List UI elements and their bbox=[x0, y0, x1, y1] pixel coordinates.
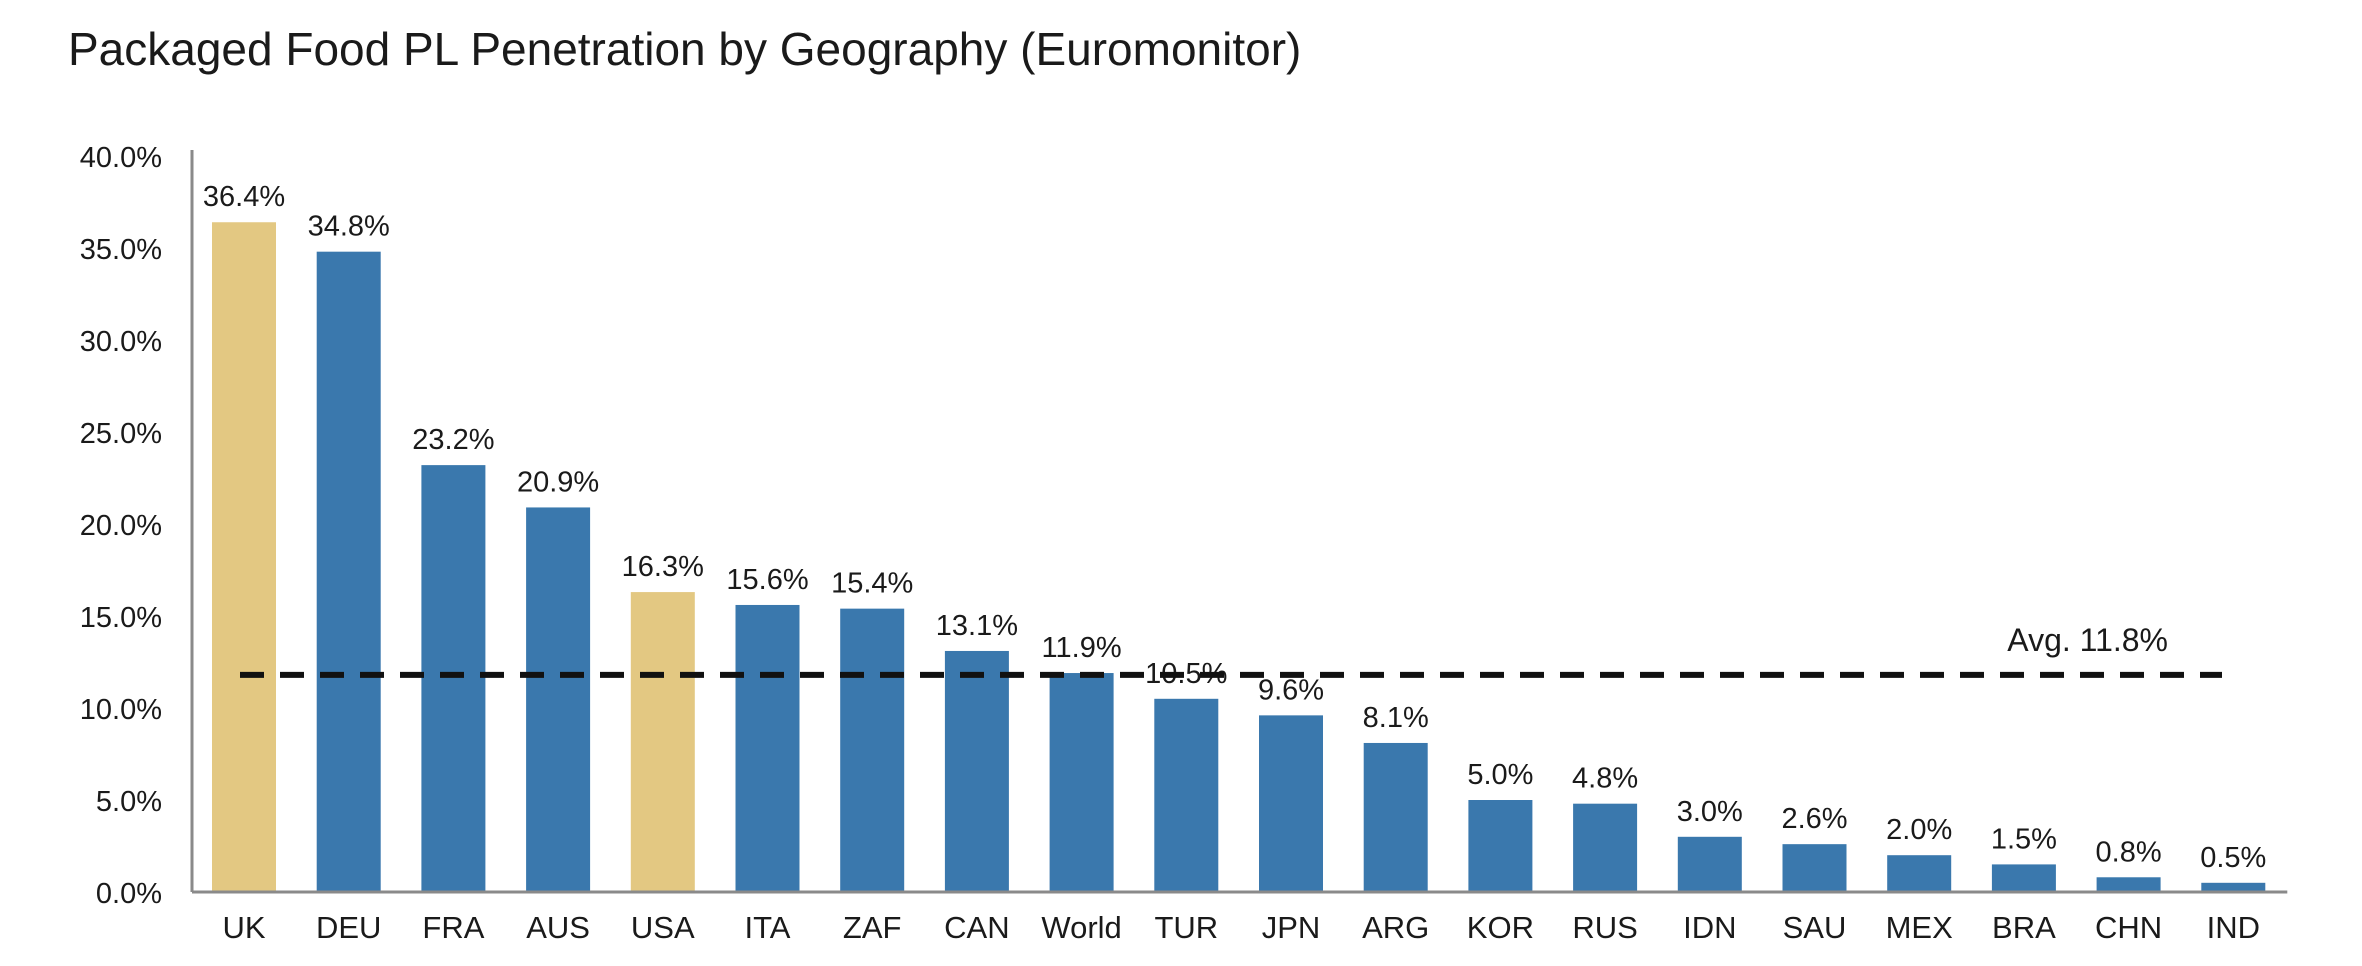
bar-can bbox=[944, 650, 1009, 892]
value-label-kor: 5.0% bbox=[1467, 759, 1533, 791]
value-label-aus: 20.9% bbox=[517, 466, 599, 498]
bar-jpn bbox=[1259, 715, 1323, 892]
bar-aus bbox=[526, 507, 591, 892]
x-tick-label-jpn: JPN bbox=[1262, 910, 1321, 945]
x-tick-label-kor: KOR bbox=[1467, 910, 1534, 945]
bar-rus bbox=[1573, 803, 1638, 892]
x-tick-label-idn: IDN bbox=[1683, 910, 1736, 945]
y-tick-label: 0.0% bbox=[96, 878, 162, 910]
bar-ita bbox=[735, 604, 800, 892]
value-label-bra: 1.5% bbox=[1991, 823, 2057, 855]
bar-uk bbox=[212, 222, 276, 893]
value-label-zaf: 15.4% bbox=[831, 568, 913, 600]
x-tick-label-arg: ARG bbox=[1362, 910, 1429, 945]
value-label-idn: 3.0% bbox=[1677, 796, 1743, 828]
bar-bra bbox=[1991, 864, 2056, 892]
y-tick-label: 25.0% bbox=[80, 418, 162, 450]
bar-sau bbox=[1782, 844, 1847, 892]
value-label-jpn: 9.6% bbox=[1258, 674, 1324, 706]
x-tick-label-deu: DEU bbox=[316, 910, 381, 945]
bar-deu bbox=[316, 251, 381, 892]
x-tick-label-usa: USA bbox=[631, 910, 695, 945]
x-tick-label-tur: TUR bbox=[1154, 910, 1218, 945]
value-label-usa: 16.3% bbox=[622, 551, 704, 583]
x-axis-labels: UK DEU FRA AUS USA ITA ZAF CAN World TUR JPN ARG KOR… bbox=[222, 910, 2260, 945]
x-tick-label-rus: RUS bbox=[1572, 910, 1637, 945]
bar-ind bbox=[2201, 882, 2266, 892]
y-tick-label: 15.0% bbox=[80, 602, 162, 634]
x-tick-label-can: CAN bbox=[944, 910, 1009, 945]
x-tick-label-mex: MEX bbox=[1886, 910, 1954, 945]
value-label-mex: 2.0% bbox=[1886, 814, 1952, 846]
value-label-deu: 34.8% bbox=[308, 211, 390, 243]
x-tick-label-ita: ITA bbox=[745, 910, 791, 945]
value-label-arg: 8.1% bbox=[1363, 702, 1429, 734]
value-label-rus: 4.8% bbox=[1572, 763, 1638, 795]
x-tick-label-world: World bbox=[1041, 910, 1121, 945]
value-label-sau: 2.6% bbox=[1781, 803, 1847, 835]
x-tick-label-fra: FRA bbox=[422, 910, 484, 945]
x-tick-label-sau: SAU bbox=[1783, 910, 1847, 945]
value-labels: 36.4% 34.8% 23.2% 20.9% 16.3% 15.6% 15.4% 13.1%… bbox=[203, 181, 2266, 874]
x-tick-label-bra: BRA bbox=[1992, 910, 2056, 945]
value-label-ind: 0.5% bbox=[2200, 842, 2266, 874]
value-label-can: 13.1% bbox=[936, 610, 1018, 642]
y-tick-label: 35.0% bbox=[80, 234, 162, 266]
bars bbox=[212, 222, 2266, 893]
value-label-chn: 0.8% bbox=[2096, 836, 2162, 868]
y-tick-label: 40.0% bbox=[80, 142, 162, 174]
x-tick-label-uk: UK bbox=[222, 910, 265, 945]
bar-chn bbox=[2096, 877, 2161, 892]
bar-kor bbox=[1468, 800, 1533, 892]
x-tick-label-chn: CHN bbox=[2095, 910, 2162, 945]
chart-title: Packaged Food PL Penetration by Geograph… bbox=[68, 23, 1302, 75]
bar-usa bbox=[630, 592, 695, 892]
y-tick-label: 20.0% bbox=[80, 510, 162, 542]
x-tick-label-ind: IND bbox=[2207, 910, 2260, 945]
bar-world bbox=[1049, 673, 1114, 892]
bar-idn bbox=[1677, 836, 1742, 892]
bar-fra bbox=[421, 465, 486, 892]
y-axis-ticks: 0.0% 5.0% 10.0% 15.0% 20.0% 25.0% 30.0% 35.0% 40… bbox=[80, 142, 162, 910]
y-tick-label: 10.0% bbox=[80, 694, 162, 726]
bar-arg bbox=[1363, 742, 1428, 892]
value-label-uk: 36.4% bbox=[203, 181, 285, 213]
bar-zaf bbox=[840, 608, 905, 892]
average-label: Avg. 11.8% bbox=[2007, 622, 2168, 658]
bar-mex bbox=[1887, 855, 1952, 892]
x-tick-label-zaf: ZAF bbox=[843, 910, 902, 945]
value-label-world: 11.9% bbox=[1042, 632, 1122, 664]
y-tick-label: 30.0% bbox=[80, 326, 162, 358]
y-tick-label: 5.0% bbox=[96, 786, 162, 818]
x-tick-label-aus: AUS bbox=[526, 910, 590, 945]
bar-tur bbox=[1154, 698, 1219, 892]
value-label-fra: 23.2% bbox=[412, 424, 494, 456]
value-label-ita: 15.6% bbox=[726, 564, 808, 596]
